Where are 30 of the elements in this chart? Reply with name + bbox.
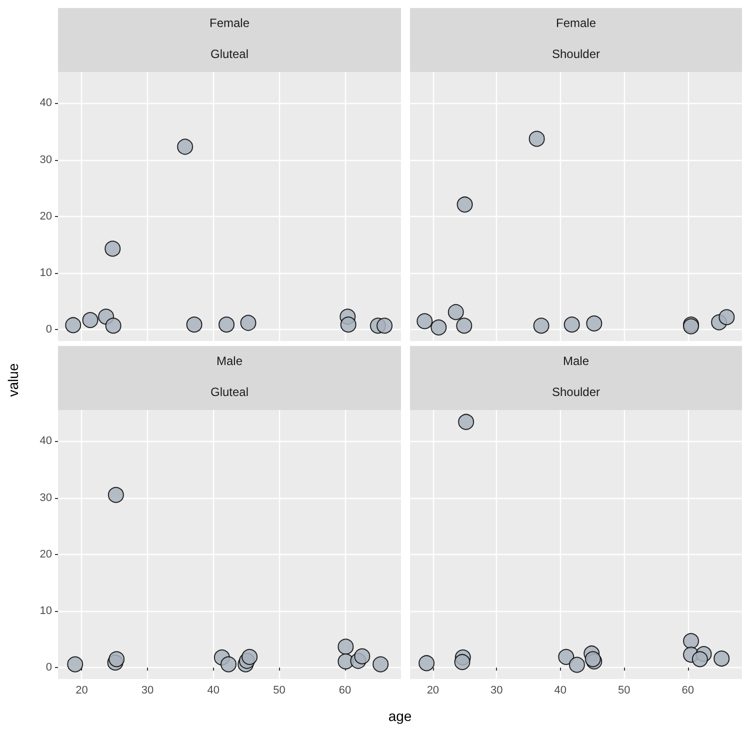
x-tick-label: 30	[490, 684, 503, 696]
y-tick-label: 0	[46, 324, 52, 336]
chart-title: Female	[554, 15, 597, 32]
y-tick-label: 10	[40, 267, 52, 280]
y-tick-label: 10	[40, 605, 52, 618]
x-tick-label: 20	[426, 684, 440, 696]
chart-title: Male	[215, 353, 244, 370]
chart-subtitle: Gluteal	[209, 384, 250, 401]
x-tick-label: 40	[207, 684, 220, 696]
x-tick-label: 30	[141, 684, 154, 696]
chart-title: Male	[562, 353, 590, 370]
x-tick-label: 50	[273, 684, 286, 696]
chart-title: Female	[208, 15, 250, 32]
x-tick-label: 50	[618, 684, 630, 696]
y-tick-label: 20	[40, 210, 52, 222]
x-tick-label: 60	[338, 684, 352, 696]
x-tick-label: 60	[682, 684, 694, 696]
chart-subtitle: Shoulder	[550, 384, 602, 401]
chart-subtitle: Shoulder	[550, 46, 602, 63]
y-tick-label: 40	[40, 97, 52, 110]
y-tick-label: 20	[40, 548, 52, 560]
x-tick-label: 20	[76, 684, 88, 696]
x-axis-title: age	[387, 708, 413, 724]
x-tick-label: 40	[554, 684, 567, 696]
chart-subtitle: Gluteal	[209, 46, 250, 63]
y-tick-label: 30	[40, 492, 52, 504]
y-tick-label: 0	[46, 662, 52, 674]
y-axis-title: value	[5, 362, 21, 399]
y-tick-label: 40	[40, 435, 52, 448]
y-tick-label: 30	[40, 154, 52, 166]
